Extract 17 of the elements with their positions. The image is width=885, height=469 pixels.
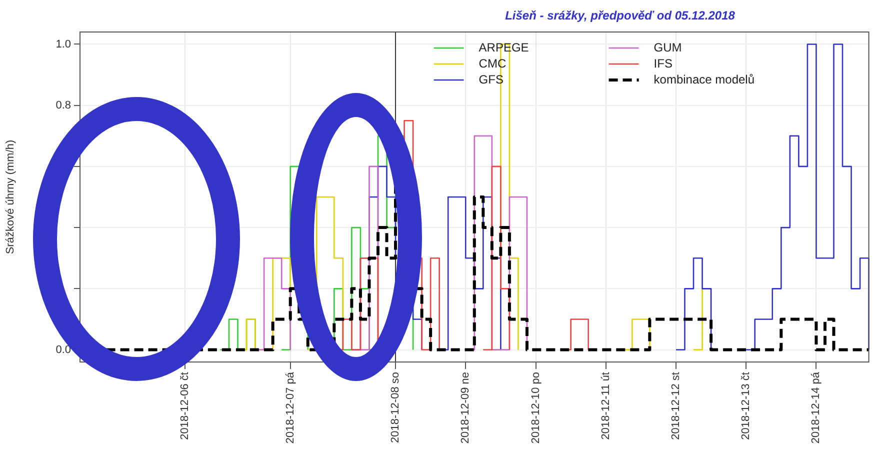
y-axis-title: Srážkové úhrny (mm/h) xyxy=(4,140,17,254)
x-tick-label: 2018-12-06 čt xyxy=(179,372,192,440)
chart-title: Lišeň - srážky, předpověď od 05.12.2018 xyxy=(505,8,736,22)
x-tick-label: 2018-12-07 pá xyxy=(284,371,296,444)
x-tick-label: 2018-12-08 so xyxy=(390,372,402,443)
x-tick-label: 2018-12-14 pá xyxy=(810,371,822,444)
x-tick-label: 2018-12-12 st xyxy=(670,372,682,440)
legend-label: kombinace modelů xyxy=(654,72,755,86)
y-tick-label: 0.0 xyxy=(56,344,71,356)
x-tick-label: 2018-12-13 čt xyxy=(740,372,752,440)
x-tick-label: 2018-12-10 po xyxy=(530,372,542,444)
y-tick-label: 0.8 xyxy=(56,99,71,112)
legend-label: GUM xyxy=(654,40,682,54)
y-tick-label: 1.0 xyxy=(56,38,71,50)
x-tick-label: 2018-12-11 út xyxy=(600,372,612,440)
x-tick-label: 2018-12-09 ne xyxy=(460,372,472,444)
legend-label: IFS xyxy=(654,56,672,70)
